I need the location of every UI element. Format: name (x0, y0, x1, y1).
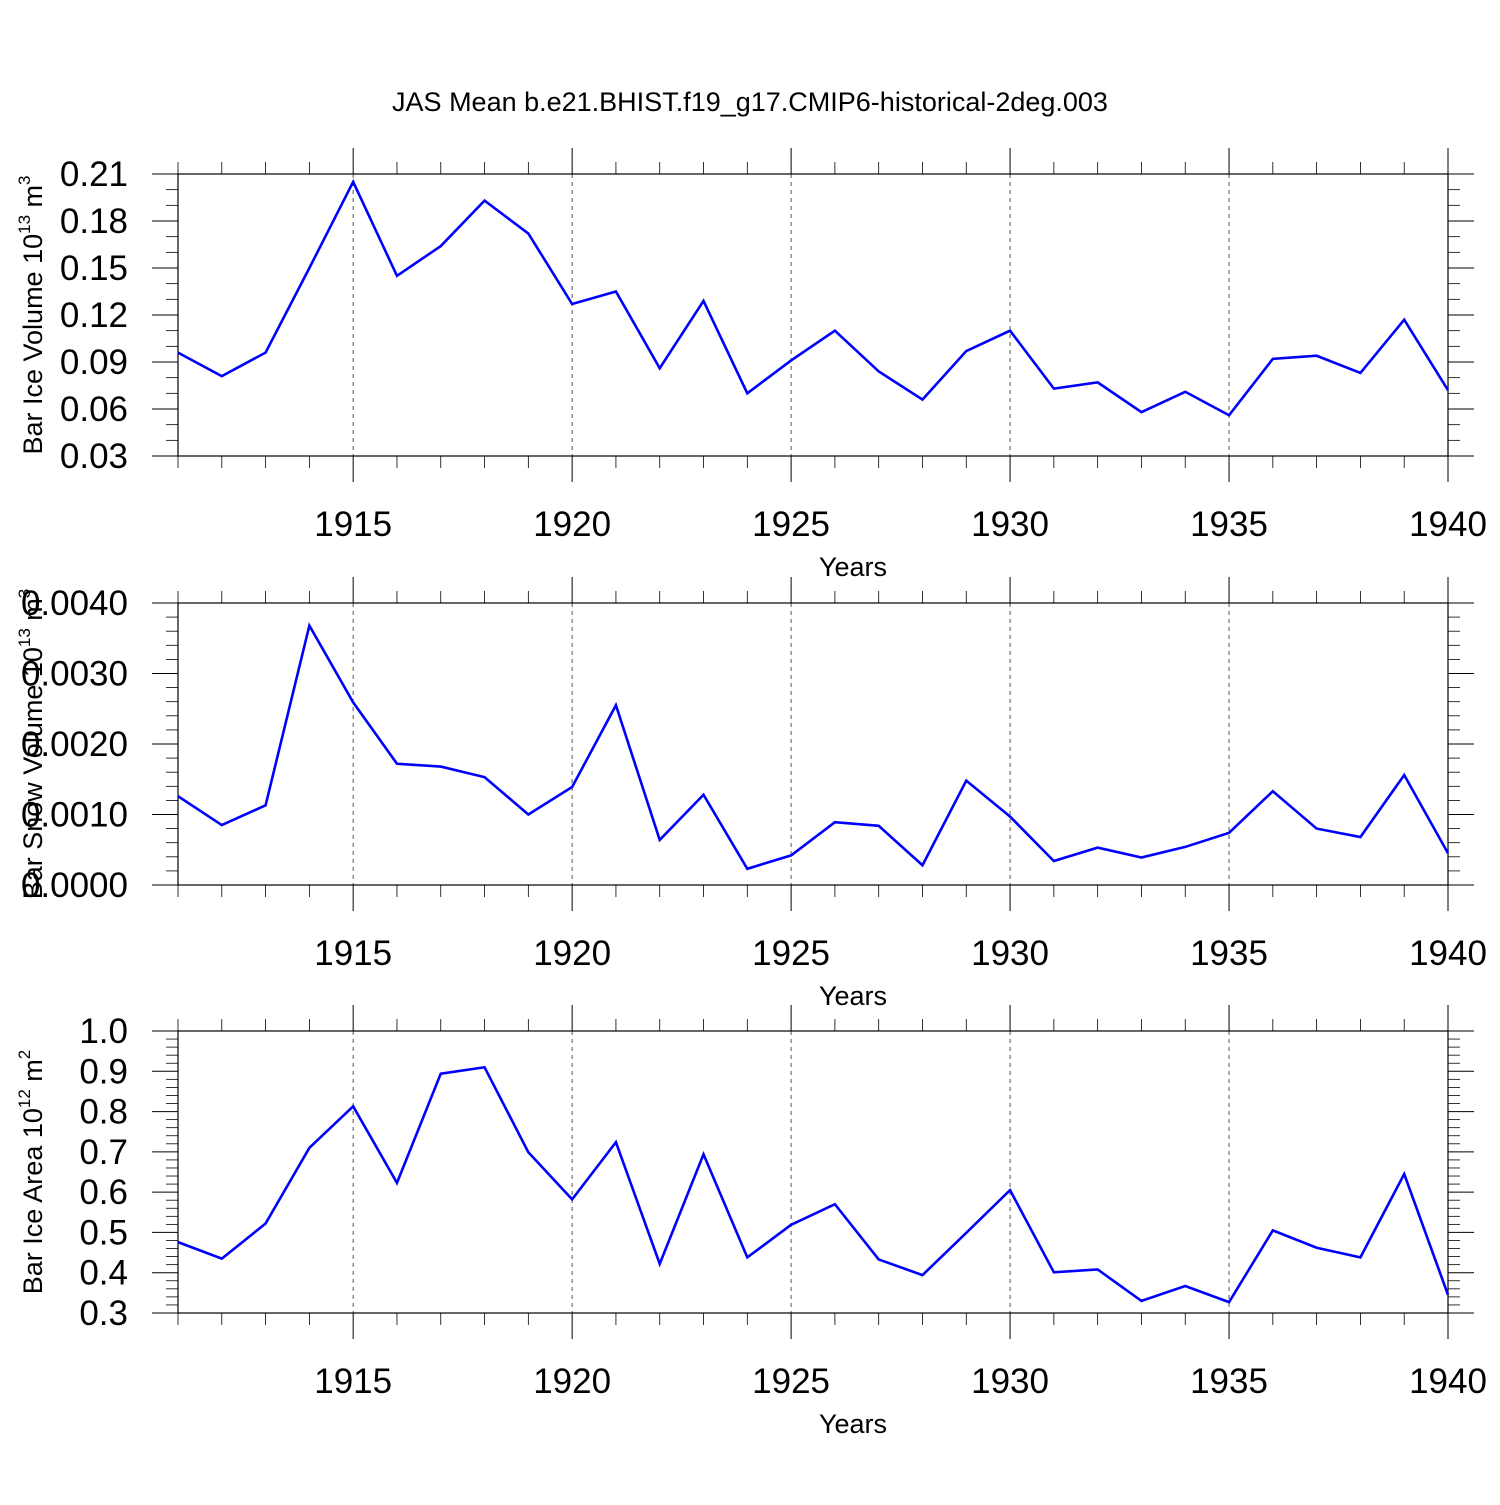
x-axis-label: Years (819, 981, 887, 1011)
x-tick-label: 1940 (1409, 1362, 1487, 1401)
x-tick-label: 1925 (752, 934, 830, 973)
y-tick-label: 0.21 (60, 155, 128, 194)
y-tick-label: 1.0 (79, 1012, 128, 1051)
y-axis-label: Bar Ice Volume 1013 m3 (15, 175, 48, 454)
series-line-1 (178, 1067, 1448, 1302)
x-tick-label: 1935 (1190, 934, 1268, 973)
x-tick-label: 1925 (752, 1362, 830, 1401)
x-axis-label: Years (819, 1409, 887, 1439)
x-tick-label: 1930 (971, 934, 1049, 973)
x-tick-label: 1930 (971, 505, 1049, 544)
x-tick-label: 1930 (971, 1362, 1049, 1401)
y-tick-label: 0.6 (79, 1173, 128, 1212)
y-axis-label: Bar Snow Volume 1013 m3 (15, 589, 48, 900)
chart-panel-1: 1915 1920 1925 1930 1935 1940 Years 0.03 0.06 0.0… (15, 148, 1487, 582)
x-tick-label: 1920 (533, 505, 611, 544)
y-tick-label: 0.7 (79, 1133, 128, 1172)
y-axis-label: Bar Ice Area 1012 m2 (15, 1050, 48, 1295)
y-tick-label: 0.15 (60, 249, 128, 288)
x-tick-label: 1915 (314, 934, 392, 973)
x-tick-label: 1940 (1409, 505, 1487, 544)
y-tick-label: 0.18 (60, 202, 128, 241)
y-tick-label: 0.5 (79, 1213, 128, 1252)
x-tick-label: 1920 (533, 1362, 611, 1401)
x-axis-label: Years (819, 552, 887, 582)
y-tick-label: 0.09 (60, 343, 128, 382)
chart-title: JAS Mean b.e21.BHIST.f19_g17.CMIP6-histo… (392, 87, 1108, 117)
plot-frame (178, 603, 1448, 885)
series-line-1 (178, 182, 1448, 415)
y-tick-label: 0.06 (60, 390, 128, 429)
x-tick-label: 1920 (533, 934, 611, 973)
series-line-1 (178, 626, 1448, 869)
x-tick-label: 1935 (1190, 1362, 1268, 1401)
y-tick-label: 0.8 (79, 1093, 128, 1132)
x-tick-label: 1915 (314, 1362, 392, 1401)
x-tick-label: 1915 (314, 505, 392, 544)
y-tick-label: 0.9 (79, 1052, 128, 1091)
x-tick-label: 1925 (752, 505, 830, 544)
x-tick-label: 1935 (1190, 505, 1268, 544)
plot-frame (178, 1031, 1448, 1313)
y-tick-label: 0.03 (60, 437, 128, 476)
y-tick-label: 0.12 (60, 296, 128, 335)
y-tick-label: 0.4 (79, 1254, 128, 1293)
x-tick-label: 1940 (1409, 934, 1487, 973)
y-tick-label: 0.3 (79, 1294, 128, 1333)
